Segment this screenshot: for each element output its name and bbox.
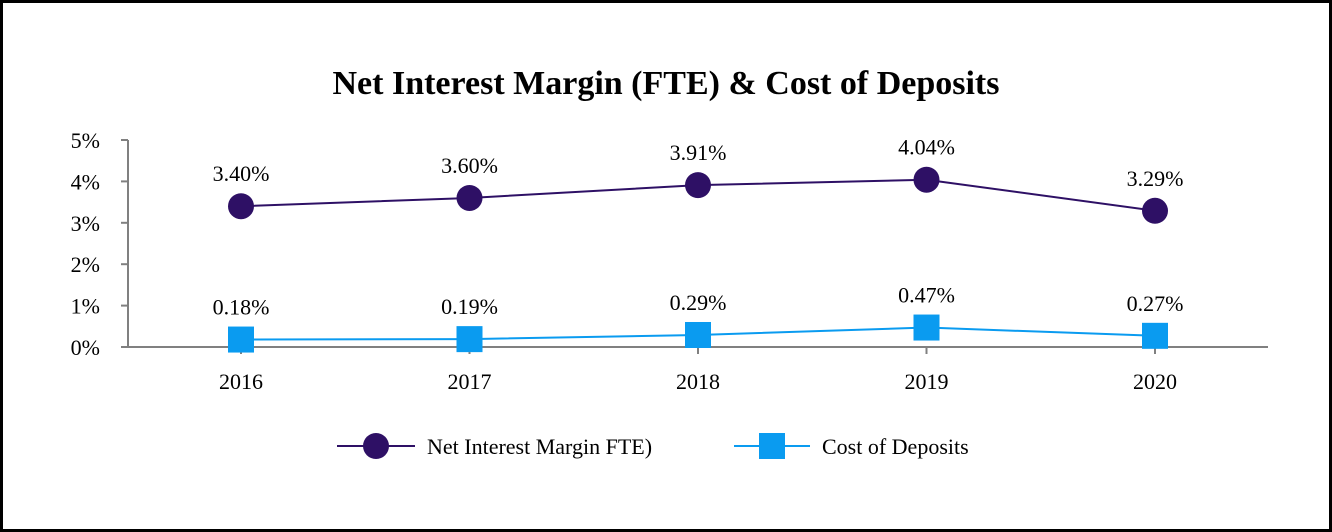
data-point-square [913, 314, 940, 341]
data-label: 0.18% [213, 295, 270, 320]
data-point-square [456, 326, 483, 353]
x-tick-label: 2020 [1133, 369, 1177, 394]
data-label: 0.29% [670, 290, 727, 315]
legend-item-net-interest-margin: Net Interest Margin FTE) [337, 433, 652, 459]
legend-label: Cost of Deposits [822, 434, 969, 459]
data-point-square [685, 321, 711, 348]
chart-title: Net Interest Margin (FTE) & Cost of Depo… [333, 65, 1000, 102]
y-tick-label: 0% [71, 335, 100, 360]
legend-label: Net Interest Margin FTE) [427, 434, 652, 459]
data-point-circle [228, 193, 254, 220]
y-tick-label: 4% [71, 169, 100, 194]
legend-marker-circle [363, 433, 389, 459]
data-point-circle [685, 172, 711, 199]
data-label: 0.19% [441, 294, 498, 319]
data-label: 3.91% [670, 140, 727, 165]
data-point-circle [456, 184, 483, 211]
data-point-square [228, 326, 254, 353]
data-label: 0.47% [898, 283, 955, 308]
data-label: 3.29% [1127, 166, 1184, 191]
x-tick-label: 2019 [905, 369, 949, 394]
x-tick-label: 2016 [219, 369, 263, 394]
y-tick-label: 5% [71, 128, 100, 153]
data-point-circle [1142, 197, 1168, 224]
series-layer: 3.40% 3.60% 3.91% 4.04% 3.29% 0.18% 0.19% 0.29%… [213, 135, 1184, 353]
y-tick-label: 3% [71, 211, 100, 236]
data-label: 4.04% [898, 135, 955, 160]
data-point-circle [913, 166, 940, 193]
axes: 0% 1% 2% 3% 4% 5% 2016 2017 2018 2019 2020 [71, 128, 1268, 394]
legend-marker-square [759, 433, 785, 459]
x-tick-label: 2018 [676, 369, 720, 394]
data-point-square [1142, 322, 1168, 349]
data-label: 0.27% [1127, 291, 1184, 316]
data-label: 3.60% [441, 153, 498, 178]
legend: Net Interest Margin FTE) Cost of Deposits [337, 433, 969, 459]
y-tick-label: 1% [71, 294, 100, 319]
data-label: 3.40% [213, 161, 270, 186]
legend-item-cost-of-deposits: Cost of Deposits [734, 433, 969, 459]
x-tick-label: 2017 [448, 369, 492, 394]
series-cost-of-deposits: 0.18% 0.19% 0.29% 0.47% 0.27% [213, 283, 1184, 353]
y-tick-label: 2% [71, 252, 100, 277]
series-net-interest-margin: 3.40% 3.60% 3.91% 4.04% 3.29% [213, 135, 1184, 224]
